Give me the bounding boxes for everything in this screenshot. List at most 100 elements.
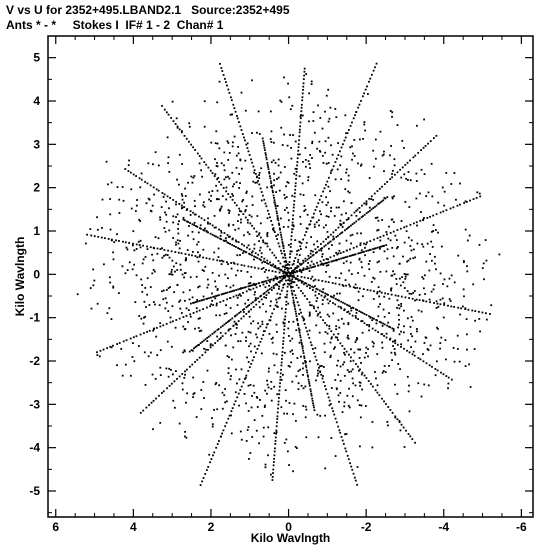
uv-point — [239, 254, 241, 256]
uv-point — [262, 330, 265, 333]
uv-point — [153, 327, 155, 330]
uv-point — [231, 145, 234, 148]
uv-point — [247, 310, 250, 313]
uv-point — [386, 181, 389, 183]
uv-point — [199, 317, 201, 320]
uv-point — [305, 408, 308, 411]
uv-point — [254, 351, 257, 354]
uv-point — [412, 222, 415, 225]
uv-point — [396, 299, 399, 302]
uv-point — [315, 359, 318, 362]
uv-point — [309, 252, 312, 255]
uv-point — [161, 192, 164, 194]
uv-point — [324, 292, 327, 295]
uv-point — [152, 301, 155, 303]
uv-point — [297, 286, 300, 289]
uv-point — [213, 251, 216, 254]
uv-point — [439, 211, 442, 214]
uv-point — [340, 178, 343, 181]
uv-point — [239, 159, 242, 162]
uv-point — [122, 199, 125, 202]
uv-point — [93, 279, 96, 282]
uv-point — [196, 225, 199, 228]
uv-point — [248, 304, 251, 306]
uv-point — [289, 272, 292, 275]
uv-point — [327, 261, 330, 264]
uv-point — [306, 267, 309, 270]
uv-point — [276, 215, 279, 217]
uv-point — [316, 261, 318, 264]
uv-point — [453, 360, 456, 363]
uv-point — [207, 466, 210, 468]
uv-point — [175, 262, 178, 265]
uv-point — [422, 360, 425, 363]
uv-point — [335, 251, 338, 254]
uv-point — [348, 269, 351, 272]
uv-point — [298, 153, 301, 156]
uv-point — [245, 205, 248, 208]
uv-point — [175, 200, 177, 203]
uv-point — [162, 196, 165, 198]
uv-point — [304, 260, 307, 262]
uv-point — [192, 211, 194, 214]
uv-point — [184, 430, 186, 433]
uv-point — [289, 253, 292, 255]
uv-point — [376, 246, 379, 249]
uv-point — [436, 302, 439, 305]
x-tick-label: 0 — [285, 520, 292, 534]
uv-point — [278, 268, 281, 271]
uv-point — [290, 267, 293, 270]
uv-point — [366, 85, 368, 88]
uv-point — [273, 197, 275, 199]
uv-point — [405, 429, 407, 432]
uv-point — [394, 415, 397, 418]
uv-point — [285, 261, 288, 264]
uv-point — [314, 285, 316, 287]
uv-point — [384, 371, 387, 374]
uv-point — [267, 291, 270, 294]
uv-point — [247, 299, 250, 301]
uv-point — [236, 313, 239, 316]
uv-point — [299, 336, 302, 339]
uv-point — [327, 162, 330, 164]
uv-point — [166, 254, 169, 256]
uv-point — [288, 335, 290, 337]
uv-point — [374, 389, 377, 392]
uv-point — [185, 137, 188, 140]
uv-point — [376, 190, 379, 192]
uv-point — [368, 324, 371, 326]
uv-point — [240, 248, 243, 251]
uv-point — [186, 249, 189, 251]
uv-point — [215, 302, 218, 305]
uv-point — [329, 190, 331, 193]
y-tick-label: 3 — [33, 137, 40, 151]
uv-point — [288, 365, 291, 368]
uv-point — [369, 77, 372, 80]
uv-point — [299, 268, 301, 271]
uv-point — [200, 408, 203, 411]
uv-point — [338, 249, 341, 252]
uv-point — [368, 329, 370, 332]
uv-point — [200, 217, 203, 220]
uv-point — [409, 435, 412, 438]
uv-point — [220, 293, 223, 296]
uv-point — [239, 287, 241, 290]
uv-point — [216, 189, 219, 192]
uv-point — [395, 239, 398, 241]
uv-point — [354, 315, 357, 317]
uv-point — [227, 328, 230, 331]
uv-point — [193, 213, 196, 216]
uv-point — [339, 150, 341, 153]
uv-point — [242, 252, 244, 254]
uv-point — [302, 194, 305, 196]
uv-point — [287, 82, 289, 85]
uv-point — [412, 248, 415, 251]
uv-point — [384, 292, 387, 295]
uv-point — [290, 286, 292, 289]
uv-point — [444, 358, 447, 361]
uv-point — [131, 244, 134, 247]
uv-point — [376, 384, 379, 387]
uv-point — [296, 250, 299, 252]
uv-point — [212, 454, 214, 457]
uv-point — [348, 371, 351, 373]
